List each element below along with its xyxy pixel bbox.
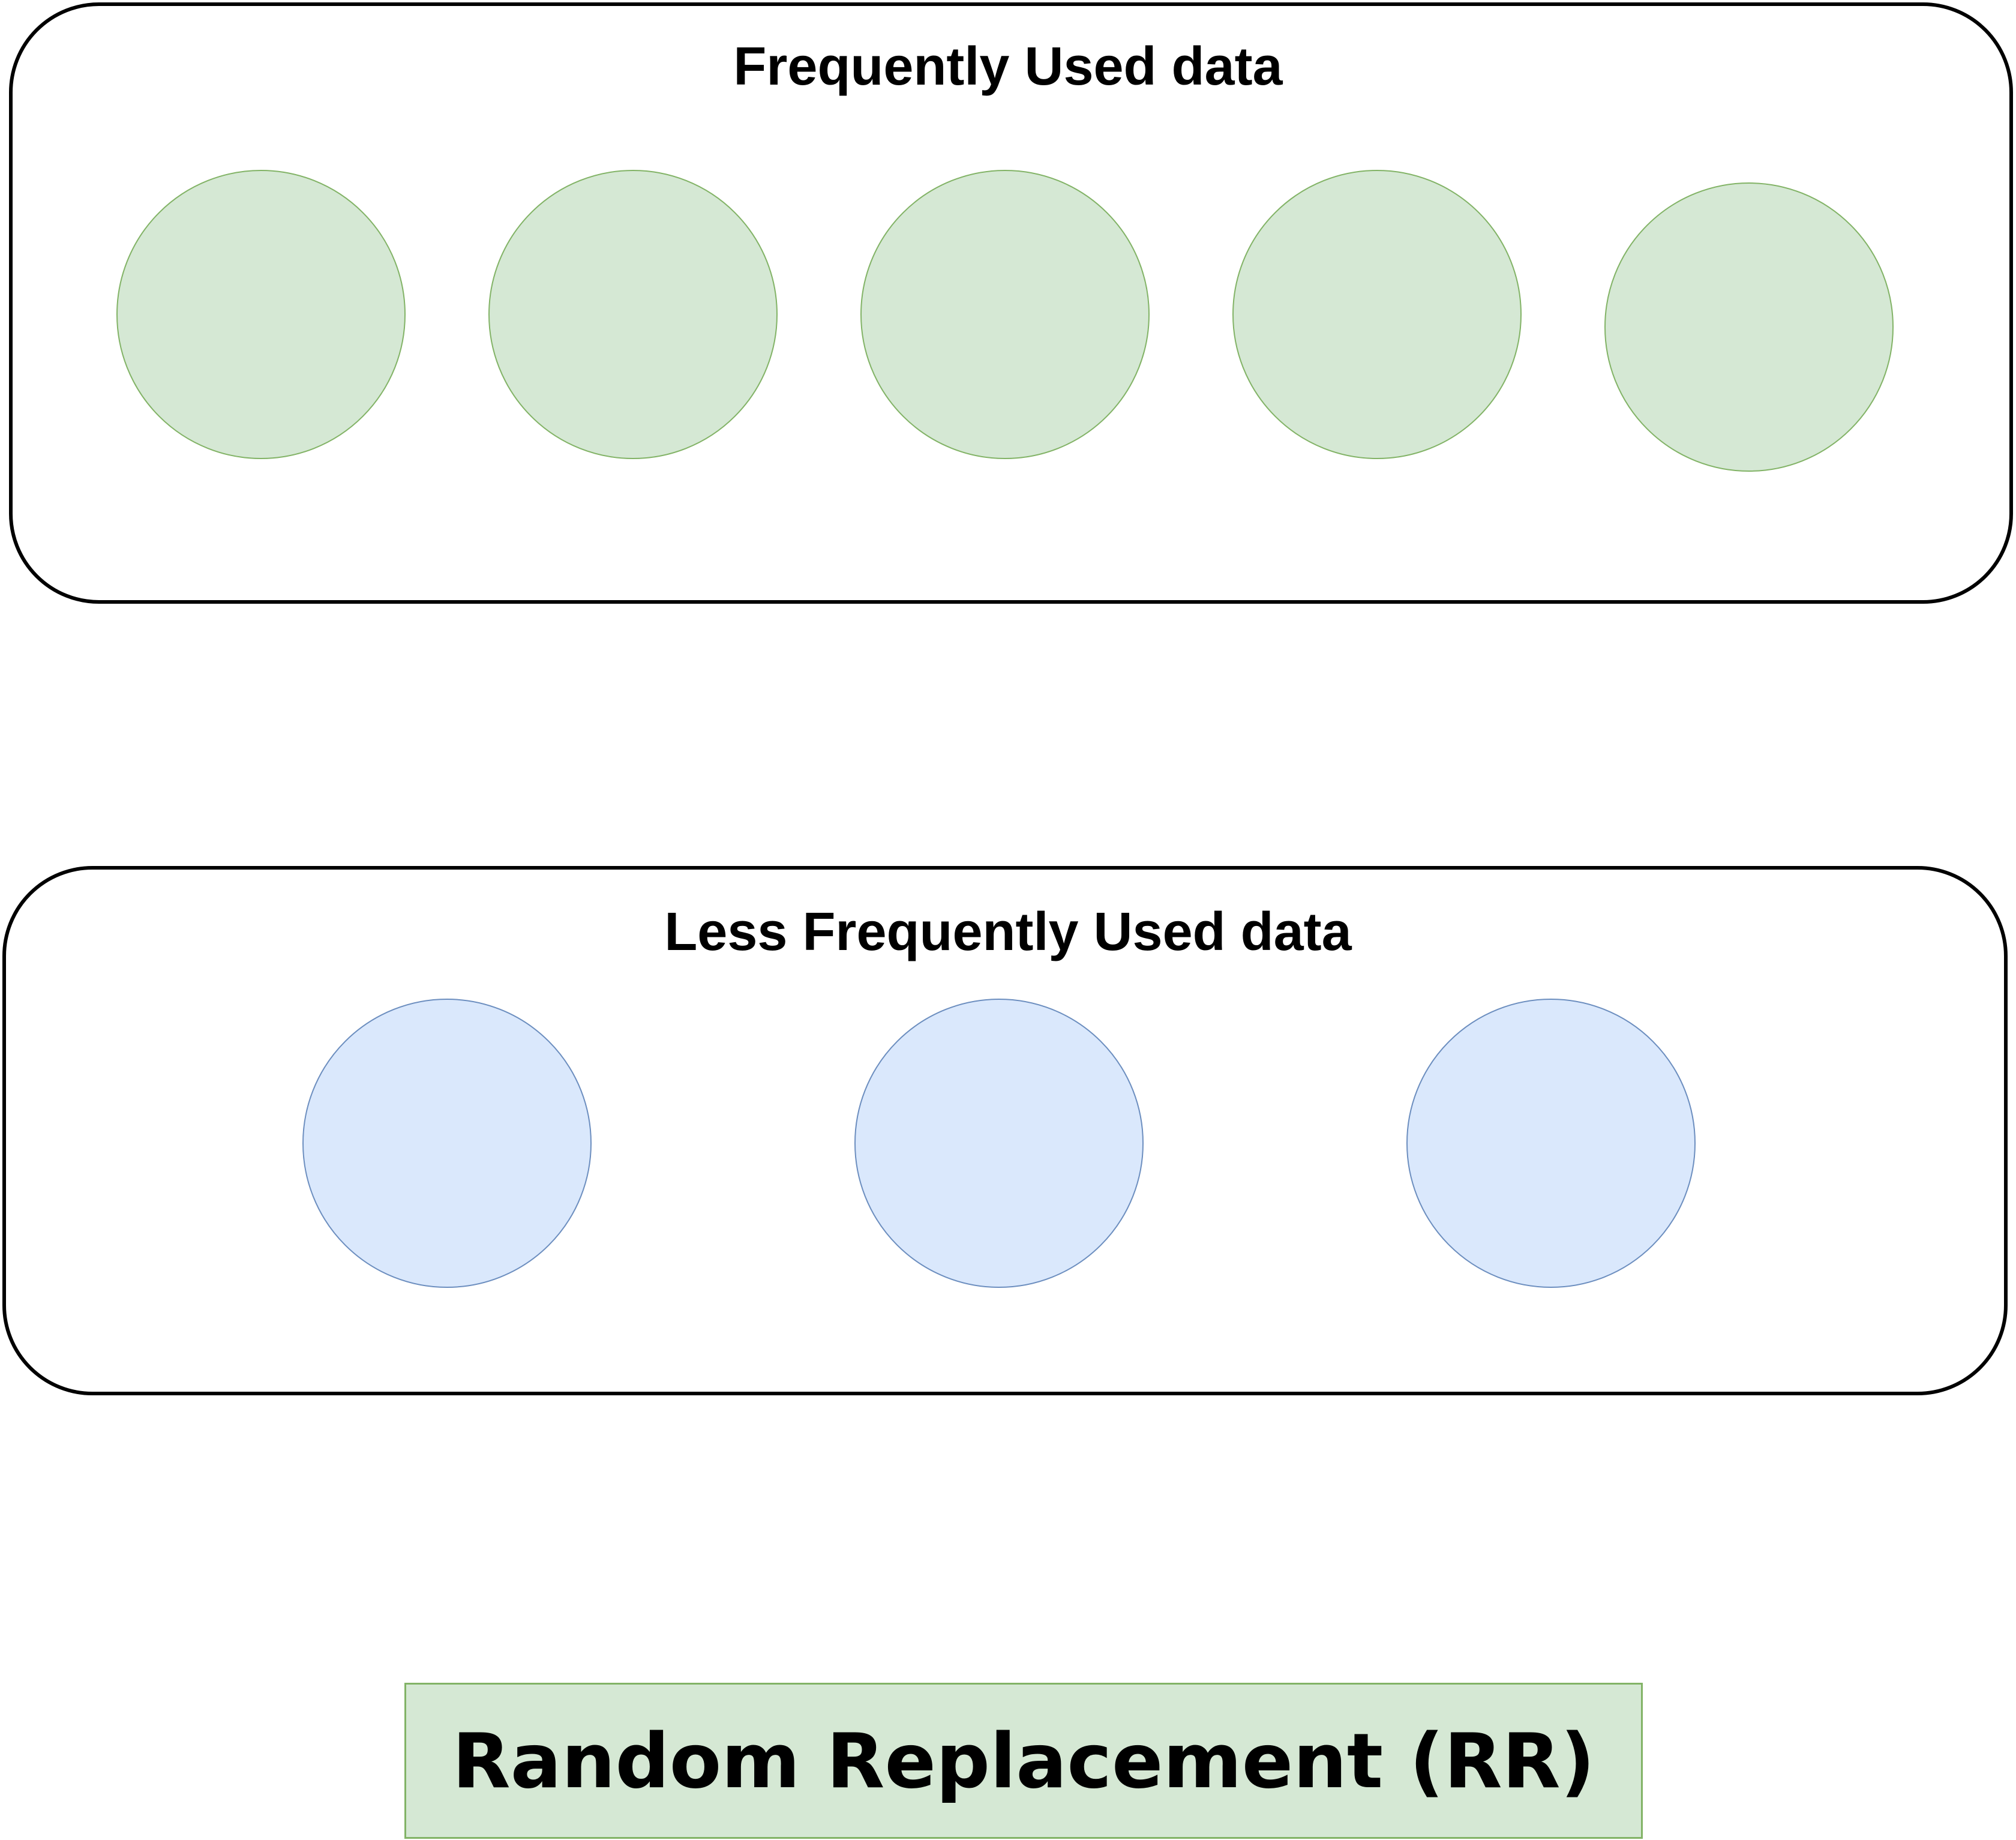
algorithm-caption-box: Random Replacement (RR)	[404, 1683, 1643, 1839]
less-frequent-data-node-3	[1406, 999, 1696, 1288]
frequent-data-node-5	[1604, 182, 1894, 472]
frequently-used-title: Frequently Used data	[733, 37, 1283, 97]
frequent-data-node-2	[488, 170, 778, 459]
frequent-data-node-3	[860, 170, 1150, 459]
algorithm-caption-label: Random Replacement (RR)	[452, 1716, 1595, 1805]
less-frequent-data-node-1	[302, 999, 592, 1288]
frequent-data-node-4	[1232, 170, 1522, 459]
frequent-data-node-1	[116, 170, 406, 459]
less-frequently-used-title: Less Frequently Used data	[664, 902, 1352, 962]
less-frequent-data-node-2	[854, 999, 1144, 1288]
